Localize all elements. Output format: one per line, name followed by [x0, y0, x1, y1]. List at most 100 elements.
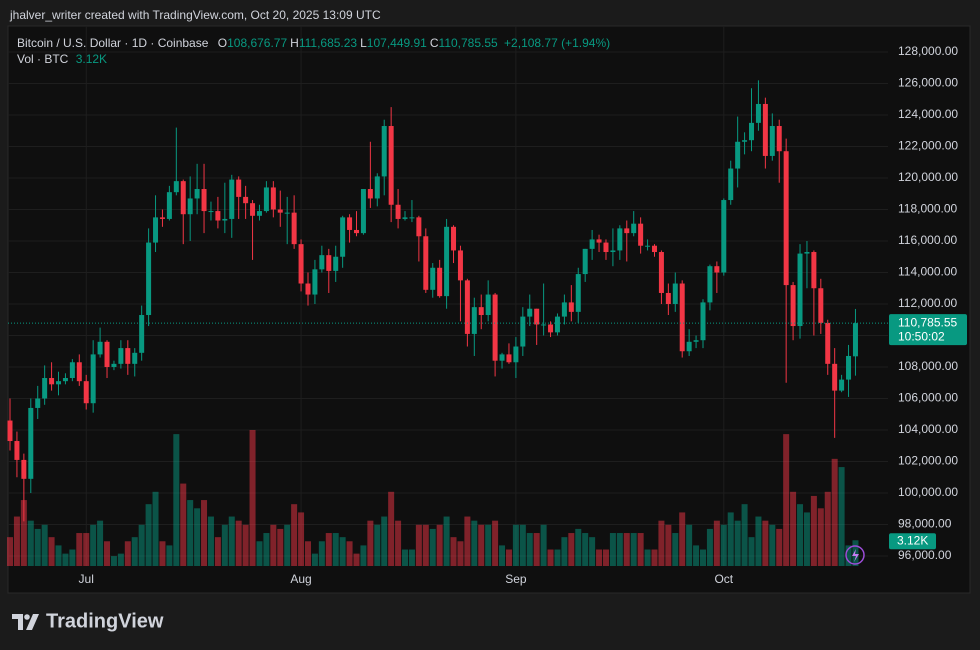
volume-bar	[824, 491, 831, 566]
candle-body	[7, 420, 13, 442]
volume-bar	[117, 553, 124, 566]
volume-bar	[13, 516, 20, 566]
y-tick-label: 108,000.00	[898, 359, 958, 373]
volume-bar	[817, 508, 824, 566]
y-tick-label: 104,000.00	[898, 422, 958, 436]
candle-body	[658, 252, 664, 293]
candle-body	[132, 352, 138, 364]
candle-body	[49, 378, 55, 385]
candle-body	[492, 294, 498, 361]
candle-body	[714, 266, 720, 273]
volume-bar	[422, 524, 429, 566]
volume-bar	[353, 553, 360, 566]
candle-body	[603, 242, 609, 253]
candle-body	[818, 288, 824, 323]
volume-bar	[304, 541, 311, 566]
volume-legend: Vol · BTC 3.12K	[17, 52, 107, 66]
candle-body	[783, 151, 789, 286]
volume-bar	[138, 524, 145, 566]
y-tick-label: 116,000.00	[898, 233, 957, 247]
volume-bar	[713, 520, 720, 566]
candle-body	[402, 217, 408, 219]
volume-bar	[415, 524, 422, 566]
candle-body	[367, 189, 373, 199]
volume-bar	[221, 524, 228, 566]
volume-bar	[505, 549, 512, 566]
volume-bar	[332, 533, 339, 566]
candle-body	[201, 189, 207, 212]
volume-bar	[270, 524, 277, 566]
candle-body	[153, 217, 159, 243]
volume-bar	[173, 434, 180, 566]
volume-bar	[131, 537, 138, 566]
volume-bar	[554, 549, 561, 566]
candle-body	[222, 218, 228, 221]
volume-bar	[720, 524, 727, 566]
candle-body	[769, 126, 775, 156]
candle-body	[638, 223, 644, 246]
volume-bar	[519, 524, 526, 566]
volume-bar	[540, 524, 547, 566]
volume-bar	[741, 504, 748, 566]
candle-body	[229, 179, 235, 219]
candle-body	[457, 250, 463, 281]
volume-bar	[526, 533, 533, 566]
volume-bar	[34, 528, 41, 566]
candle-body	[728, 168, 734, 201]
candle-body	[250, 203, 256, 216]
volume-bar	[83, 533, 90, 566]
y-tick-label: 106,000.00	[898, 391, 958, 405]
volume-bar	[180, 483, 187, 566]
candle-body	[589, 239, 595, 249]
volume-bar	[381, 516, 388, 566]
candle-body	[513, 346, 519, 363]
candle-body	[277, 209, 283, 213]
volume-bar	[602, 549, 609, 566]
candle-body	[575, 274, 581, 312]
candle-body	[256, 211, 262, 216]
candle-body	[146, 242, 152, 316]
candle-body	[471, 307, 477, 334]
candle-body	[173, 181, 179, 193]
volume-bar	[104, 541, 111, 566]
candle-body	[21, 459, 27, 479]
price-badge	[889, 314, 967, 346]
volume-bar	[485, 524, 492, 566]
volume-bar	[755, 516, 762, 566]
volume-bar	[159, 541, 166, 566]
candle-body	[499, 354, 505, 361]
y-tick-label: 128,000.00	[898, 44, 958, 58]
volume-bar	[616, 533, 623, 566]
candle-body	[735, 141, 741, 169]
volume-bar	[207, 516, 214, 566]
candle-body	[118, 348, 124, 364]
candle-body	[755, 103, 761, 123]
candle-body	[693, 340, 699, 342]
ohlc-value: 107,449.91	[366, 36, 427, 50]
volume-bar	[62, 553, 69, 566]
candle-body	[381, 126, 387, 177]
candle-body	[236, 179, 242, 197]
volume-bar	[679, 512, 686, 566]
volume-bar	[249, 430, 256, 566]
ohlc-value: 110,785.55	[438, 36, 498, 50]
volume-bar	[402, 549, 409, 566]
candle-body	[506, 354, 512, 363]
candle-body	[554, 316, 560, 333]
countdown: 10:50:02	[898, 329, 945, 343]
volume-badge	[889, 533, 936, 550]
candle-body	[776, 126, 782, 152]
volume-bar	[748, 537, 755, 566]
candle-body	[111, 363, 117, 367]
price-label: 110,785.55	[898, 315, 957, 329]
volume-value: 3.12K	[75, 52, 108, 66]
candle-body	[298, 244, 304, 284]
candle-body	[56, 381, 62, 385]
y-tick-label: 100,000.00	[898, 485, 958, 499]
volume-bar	[658, 520, 665, 566]
candle-body	[561, 302, 567, 317]
volume-bar	[311, 553, 318, 566]
candle-body	[478, 307, 484, 316]
candle-body	[464, 280, 470, 334]
